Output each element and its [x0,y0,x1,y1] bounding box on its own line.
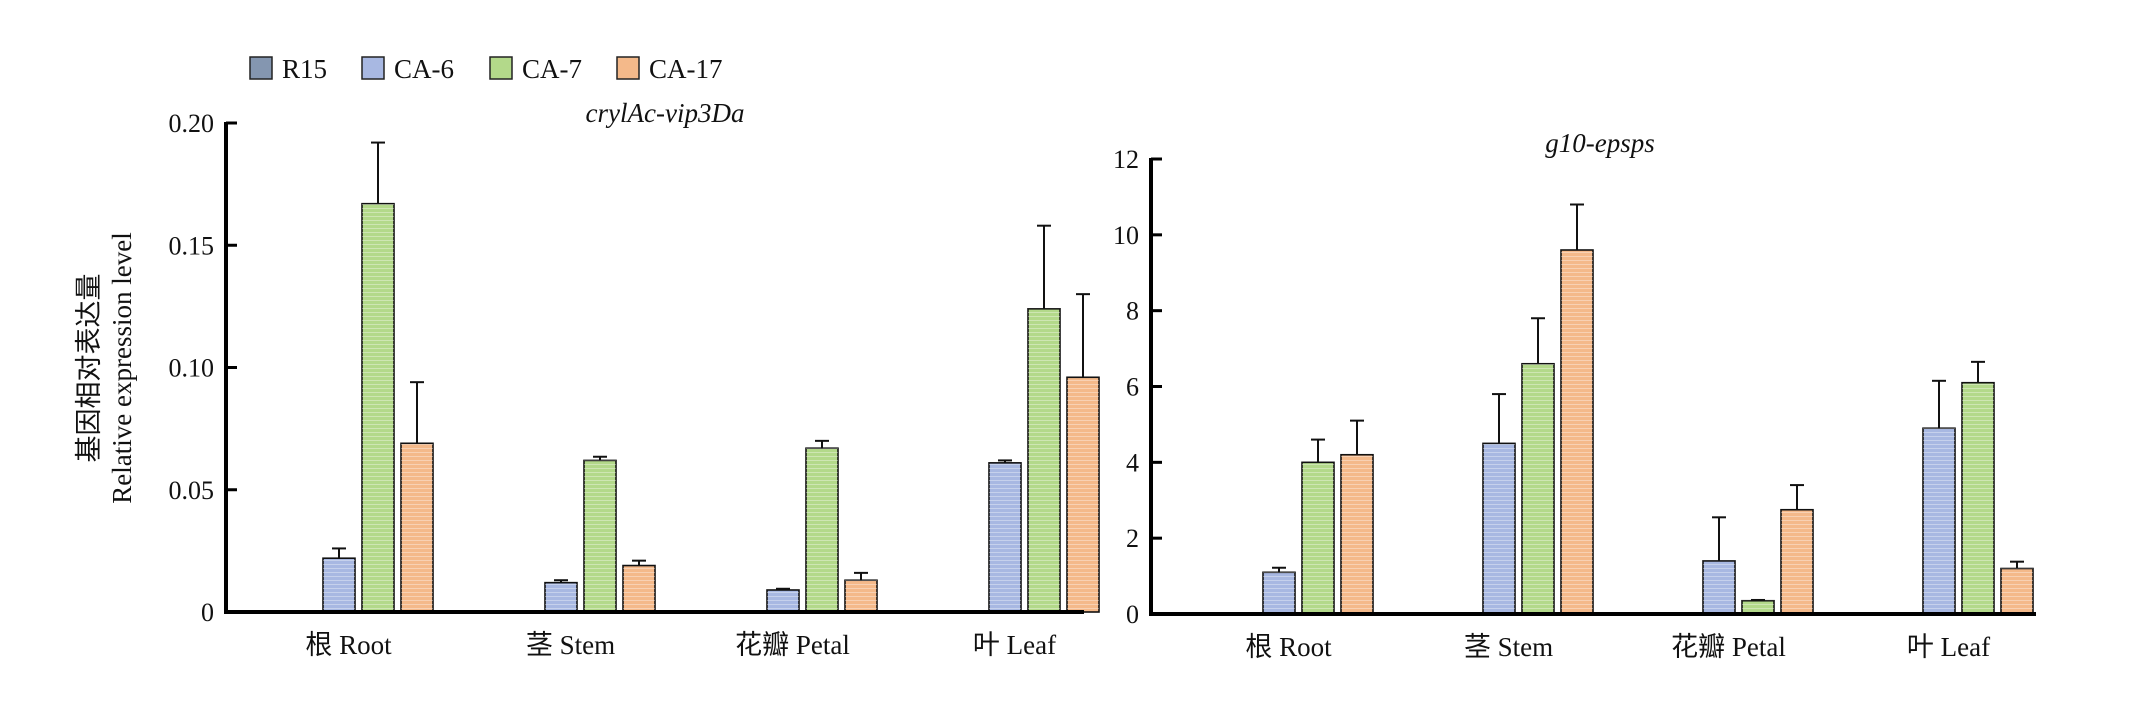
y-tick-label: 12 [1113,145,1139,174]
legend-swatch [249,56,273,80]
bar-texture [1561,250,1593,614]
legend-item: CA-6 [361,54,454,84]
y-tick-label: 10 [1113,221,1139,250]
legend-label: CA-6 [394,54,454,84]
y-tick-label: 0.20 [169,109,215,138]
x-category-label: 花瓣 Petal [1671,632,1786,662]
bar-texture [584,460,616,612]
x-category-label: 叶 Leaf [973,630,1056,660]
bar-texture [1522,363,1554,614]
chart-title: crylAc-vip3Da [586,98,745,128]
bar-texture [323,558,355,612]
bar-texture [767,589,799,612]
bar-texture [2001,568,2033,614]
bar-texture [362,203,394,612]
legend-swatch [616,56,640,80]
legend-item: R15 [249,54,327,84]
bar-texture [1302,462,1334,614]
legend-label: CA-7 [522,54,582,84]
x-category-label: 茎 Stem [526,630,615,660]
y-axis-title-en: Relative expression level [107,232,137,503]
y-tick-label: 0 [1126,600,1139,629]
y-tick-label: 0.10 [169,354,215,383]
y-tick-label: 0.15 [169,231,215,260]
legend-swatch [489,56,513,80]
bar-texture [845,580,877,612]
bar-texture [1781,509,1813,614]
bar-texture [401,443,433,612]
x-category-label: 根 Root [305,630,392,660]
legend-item: CA-7 [489,54,582,84]
bar-texture [1923,428,1955,614]
bar-texture [1742,600,1774,614]
legend: R15 CA-6 CA-7 CA-17 [249,54,723,84]
y-tick-label: 2 [1126,524,1139,553]
x-category-label: 茎 Stem [1464,632,1553,662]
y-tick-label: 4 [1126,448,1139,477]
legend-item: CA-17 [616,54,723,84]
legend-label: CA-17 [649,54,723,84]
bar-texture [1263,572,1295,614]
legend-label: R15 [282,54,327,84]
y-tick-label: 0.05 [169,476,215,505]
y-tick-label: 0 [201,598,214,627]
y-axis-title: 基因相对表达量 Relative expression level [74,232,137,503]
bar-texture [545,582,577,612]
chart-g10-epsps: g10-epsps 0 2 4 6 8 10 12 根 Root 茎 Stem 花瓣 Petal 叶 … [1113,128,2036,662]
y-tick-label: 6 [1126,373,1139,402]
chart-title: g10-epsps [1545,128,1655,158]
x-category-label: 根 Root [1245,632,1332,662]
y-axis-title-cn: 基因相对表达量 [74,274,104,463]
bar-texture [1341,454,1373,614]
bar-texture [989,462,1021,612]
bar-texture [1028,308,1060,612]
bar-texture [1483,443,1515,614]
legend-swatch [361,56,385,80]
bar-texture [623,565,655,612]
bar-texture [1962,382,1994,614]
y-tick-label: 8 [1126,297,1139,326]
bar-texture [1067,377,1099,612]
chart-cry1ac-vip3da: crylAc-vip3Da 0 0.05 0.10 0.15 0.20 根 Root 茎 St… [169,98,1100,660]
bar-texture [806,448,838,612]
x-category-label: 花瓣 Petal [735,630,850,660]
x-category-label: 叶 Leaf [1907,632,1990,662]
bar-texture [1703,560,1735,614]
